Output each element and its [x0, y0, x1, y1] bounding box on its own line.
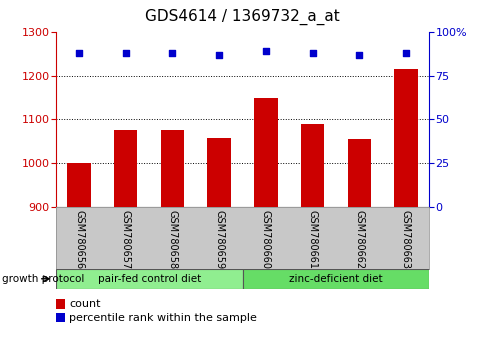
Bar	[347, 139, 370, 354]
Bar	[254, 98, 277, 354]
Bar	[207, 138, 230, 354]
Text: GDS4614 / 1369732_a_at: GDS4614 / 1369732_a_at	[145, 9, 339, 25]
Bar	[56, 299, 64, 309]
Text: GSM780659: GSM780659	[214, 210, 224, 269]
Point	[168, 50, 176, 56]
Text: count: count	[69, 299, 101, 309]
Bar	[393, 69, 417, 354]
Text: GSM780661: GSM780661	[307, 210, 317, 269]
Point	[355, 52, 363, 57]
Point	[401, 50, 409, 56]
Bar	[56, 269, 242, 289]
Bar	[161, 130, 184, 354]
Point	[121, 50, 129, 56]
Point	[308, 50, 316, 56]
Text: pair-fed control diet: pair-fed control diet	[97, 274, 200, 284]
Text: GSM780656: GSM780656	[74, 210, 84, 269]
Point	[215, 52, 223, 57]
Bar	[242, 269, 428, 289]
Point	[75, 50, 83, 56]
Text: growth protocol: growth protocol	[2, 274, 85, 284]
Bar	[114, 130, 137, 354]
Text: GSM780657: GSM780657	[121, 210, 131, 269]
Text: zinc-deficient diet: zinc-deficient diet	[288, 274, 382, 284]
Bar	[300, 124, 323, 354]
Text: GSM780662: GSM780662	[353, 210, 363, 269]
Bar	[67, 163, 91, 354]
Text: GSM780663: GSM780663	[400, 210, 410, 269]
Point	[261, 48, 269, 54]
Text: GSM780658: GSM780658	[167, 210, 177, 269]
Bar	[56, 313, 64, 322]
Text: GSM780660: GSM780660	[260, 210, 270, 269]
Text: percentile rank within the sample: percentile rank within the sample	[69, 313, 257, 322]
